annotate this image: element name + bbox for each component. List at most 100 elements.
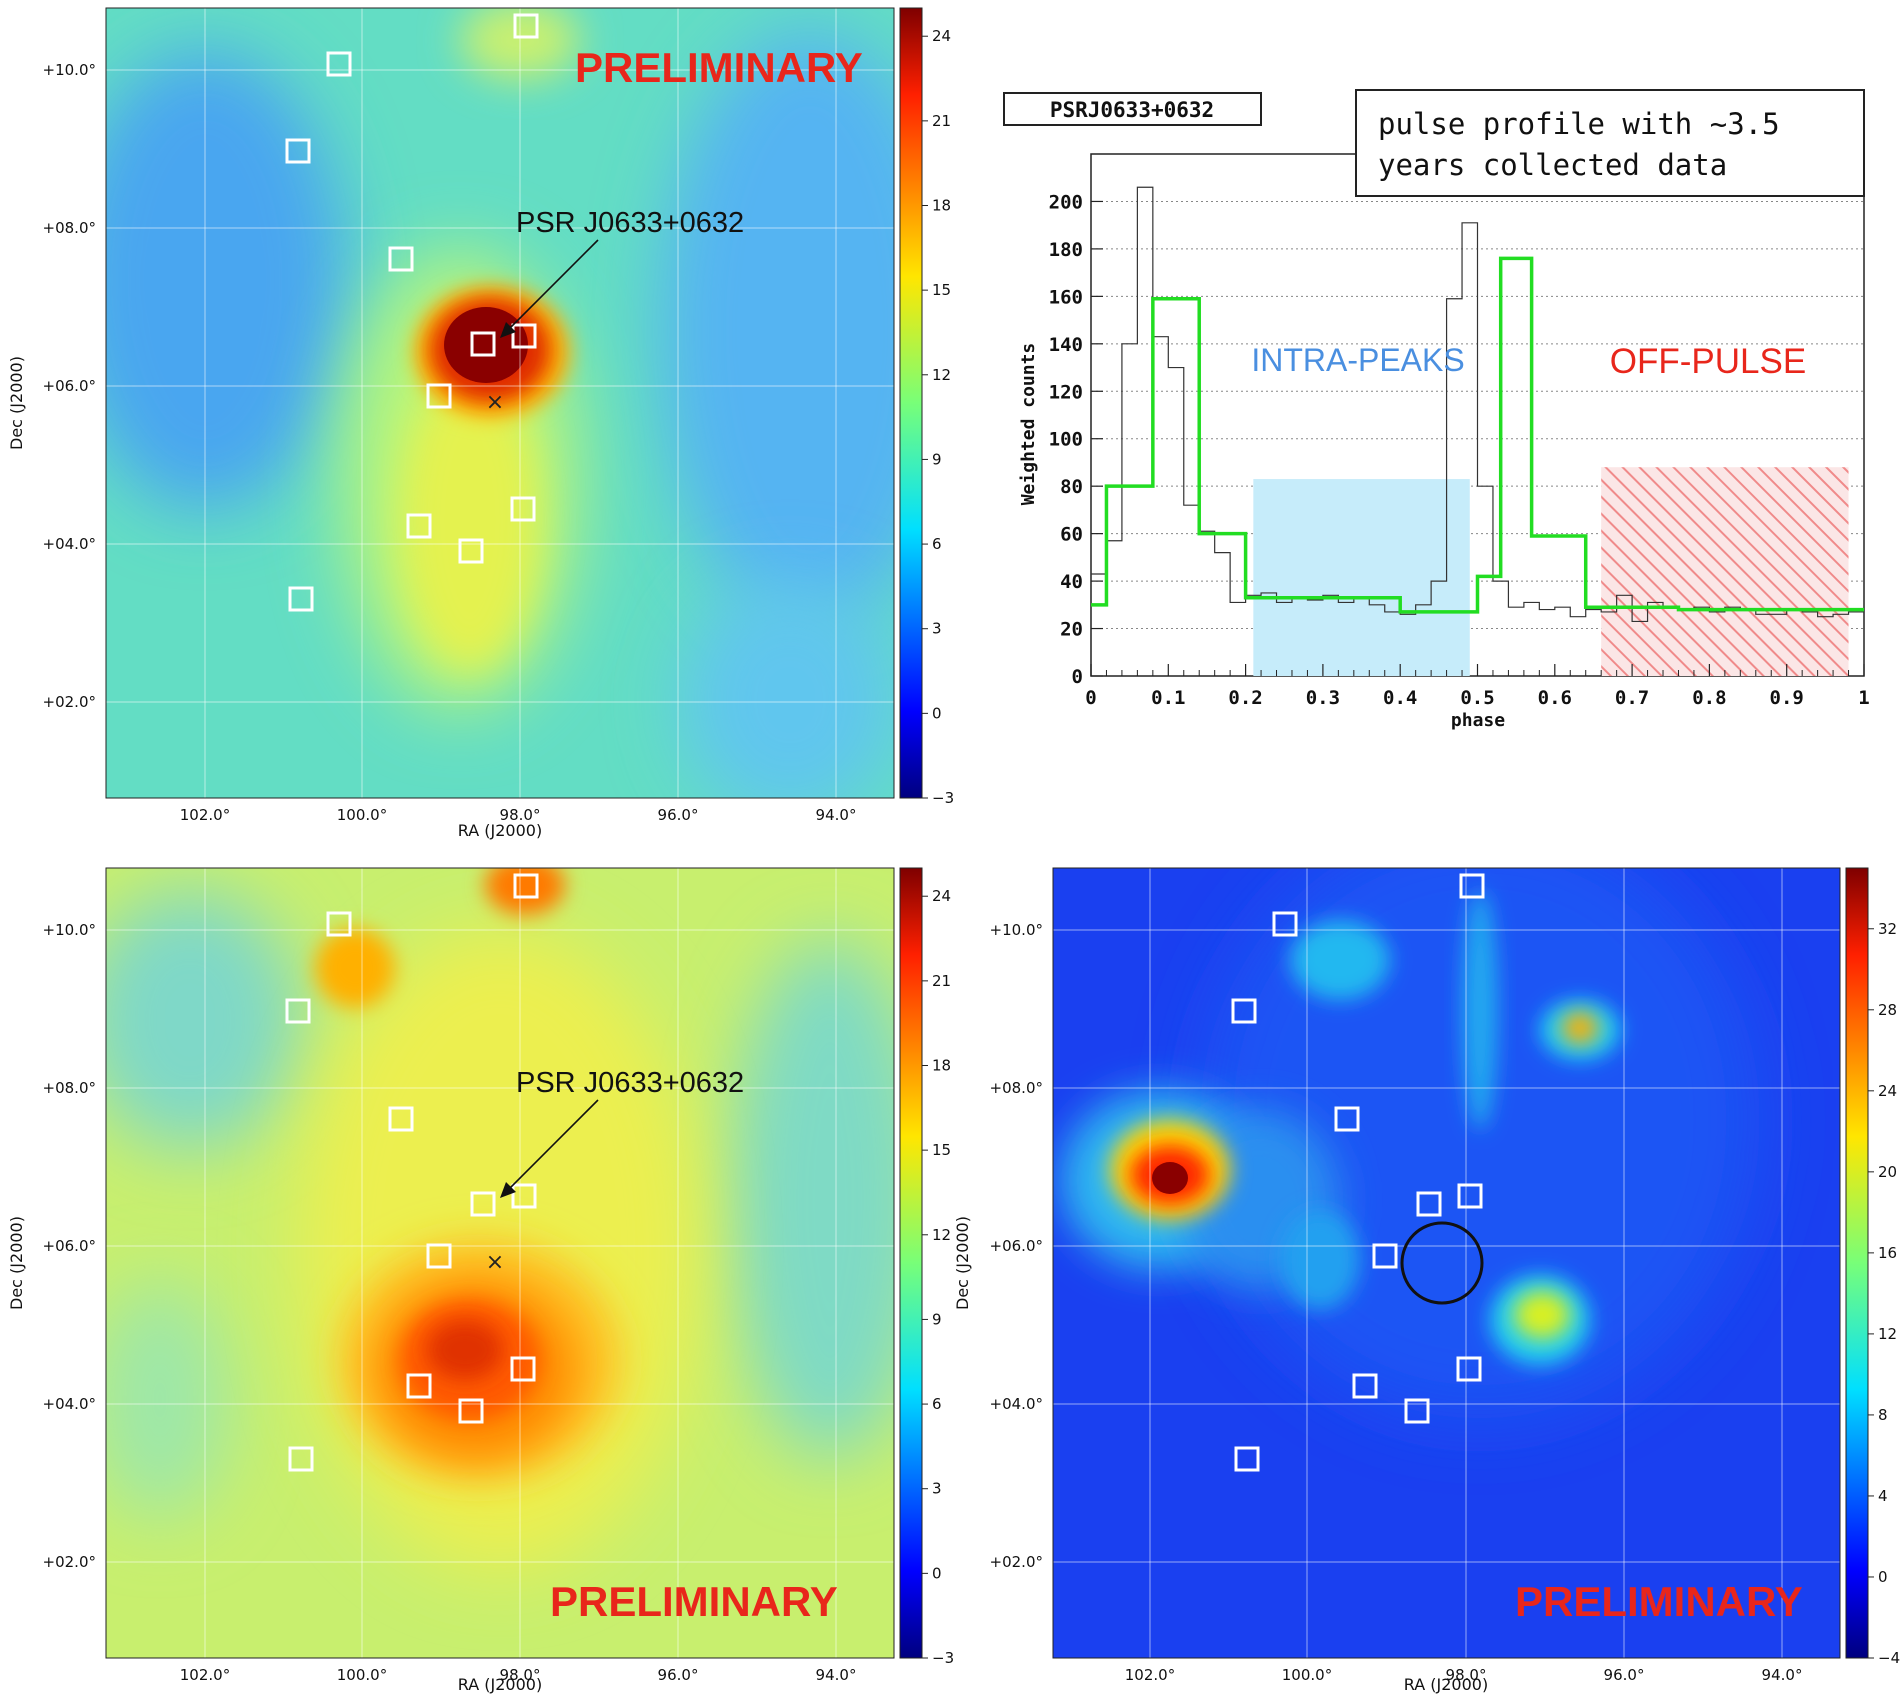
watermark: PRELIMINARY: [1515, 1578, 1803, 1625]
x-tick-labels: 102.0° 100.0° 98.0° 96.0° 94.0°: [180, 1666, 857, 1684]
colorbar-tick-label: 15: [932, 281, 951, 299]
colorbar-tick-label: 28: [1878, 1001, 1897, 1019]
x-axis-label: RA (J2000): [458, 1675, 542, 1694]
x-tick-label: 102.0°: [180, 1666, 230, 1684]
x-tick-labels: 102.0° 100.0° 98.0° 96.0° 94.0°: [180, 806, 857, 824]
x-tick-label: 100.0°: [337, 806, 387, 824]
colorbar-tick-label: 4: [1878, 1487, 1888, 1505]
y-tick-label: +08.0°: [43, 219, 96, 237]
map-bottom-right-grid: [1053, 868, 1840, 1658]
colorbar: [899, 7, 923, 799]
y-tick-label: 180: [1049, 239, 1083, 261]
y-tick-labels: +10.0° +08.0° +06.0° +04.0° +02.0°: [43, 61, 96, 711]
colorbar-tick-labels: 24211815129630−324211815129630−332282420…: [922, 27, 1900, 1667]
note-line-2: years collected data: [1378, 148, 1727, 182]
colorbar: [1845, 867, 1869, 1659]
watermark: PRELIMINARY: [550, 1578, 838, 1625]
x-tick-label: 0.7: [1615, 687, 1649, 709]
colorbar-tick-label: 16: [1878, 1244, 1897, 1262]
map-bottom-right: PRELIMINARY 102.0° 100.0° 98.0° 96.0° 94.0° …: [953, 867, 1869, 1694]
pulsar-label: PSR J0633+0632: [516, 207, 744, 239]
note-line-1: pulse profile with ~3.5: [1378, 107, 1780, 141]
cross-marker: ×: [486, 390, 504, 415]
y-tick-label: +04.0°: [43, 535, 96, 553]
x-tick-labels: 102.0° 100.0° 98.0° 96.0° 94.0°: [1125, 1666, 1803, 1684]
colorbar-tick-label: 21: [932, 972, 951, 990]
y-tick-label: 80: [1060, 476, 1083, 498]
x-axis-label: RA (J2000): [1404, 1675, 1488, 1694]
pulsar-name-box: [1003, 92, 1262, 126]
colorbar-tick-label: 21: [932, 112, 951, 130]
colorbar-tick-label: 20: [1878, 1163, 1897, 1181]
map-bottom-right-source-markers: [1231, 873, 1485, 1472]
intra-peaks-label: INTRA-PEAKS: [1251, 342, 1464, 378]
region-circle: [1400, 1221, 1484, 1305]
pulsar-label: PSR J0633+0632: [516, 1067, 744, 1099]
colorbar-tick-label: 0: [932, 704, 942, 722]
colorbar-tick-label: −3: [932, 789, 954, 807]
y-tick-label: +08.0°: [43, 1079, 96, 1097]
map-bottom-left-grid: [106, 868, 894, 1658]
x-tick-label: 94.0°: [816, 1666, 857, 1684]
colorbar-tick-label: 24: [932, 27, 951, 45]
colorbar-tick-label: 12: [932, 366, 951, 384]
x-tick-label: 100.0°: [337, 1666, 387, 1684]
x-tick-labels: 0 0.1 0.2 0.3 0.4 0.5 0.6 0.7 0.8 0.9 1: [1085, 664, 1870, 709]
colorbar: [899, 867, 923, 1659]
colorbar-tick-label: 32: [1878, 920, 1897, 938]
y-tick-label: +04.0°: [43, 1395, 96, 1413]
colorbar-tick-label: 8: [1878, 1406, 1888, 1424]
x-tick-label: 1: [1858, 687, 1869, 709]
colorbar-tick-label: 3: [932, 620, 942, 638]
y-tick-label: +08.0°: [990, 1079, 1043, 1097]
colorbar-tick-label: −3: [932, 1649, 954, 1667]
colorbar-tick-label: 15: [932, 1141, 951, 1159]
x-axis-label: RA (J2000): [458, 821, 542, 840]
y-tick-label: +02.0°: [43, 693, 96, 711]
x-tick-label: 0.3: [1306, 687, 1340, 709]
x-tick-label: 0.2: [1228, 687, 1262, 709]
y-tick-label: 0: [1072, 666, 1083, 688]
x-tick-label: 96.0°: [1604, 1666, 1645, 1684]
colorbar-tick-label: 6: [932, 1395, 942, 1413]
y-tick-label: +04.0°: [990, 1395, 1043, 1413]
colorbar-tick-label: 12: [932, 1226, 951, 1244]
y-tick-label: 160: [1049, 286, 1083, 308]
pulse-profile-plot: 0 0.1 0.2 0.3 0.4 0.5 0.6 0.7 0.8 0.9 1 0 20 40 60 80 1…: [1003, 89, 1870, 731]
y-axis-label: Dec (J2000): [7, 1216, 26, 1310]
y-tick-label: +06.0°: [43, 1237, 96, 1255]
cross-marker: ×: [486, 1250, 504, 1275]
phase-regions: [1253, 467, 1849, 676]
y-tick-labels: +10.0° +08.0° +06.0° +04.0° +02.0°: [990, 921, 1043, 1571]
y-axis-label: Weighted counts: [1018, 343, 1039, 506]
colorbar-tick-label: 9: [932, 1310, 942, 1328]
pulsar-arrow: [507, 239, 599, 331]
pulsar-arrow: [507, 1099, 599, 1191]
map-bottom-left: × PSR J0633+0632 PRELIMINARY 102.0° 100.0…: [7, 867, 923, 1694]
map-top-left-grid: [106, 8, 894, 798]
y-tick-label: +10.0°: [43, 921, 96, 939]
x-tick-label: 98.0°: [500, 806, 541, 824]
x-axis-label: phase: [1451, 710, 1505, 731]
x-tick-label: 0.9: [1770, 687, 1804, 709]
note-box: [1355, 89, 1865, 197]
profile-series: [1090, 186, 1864, 676]
colorbar-tick-label: −4: [1878, 1649, 1900, 1667]
y-axis-label: Dec (J2000): [953, 1216, 972, 1310]
off-pulse-region: [1601, 467, 1849, 676]
colorbar-tick-label: 0: [932, 1564, 942, 1582]
x-tick-label: 0: [1085, 687, 1096, 709]
y-tick-label: +02.0°: [43, 1553, 96, 1571]
colorbar-tick-label: 6: [932, 535, 942, 553]
pulsar-name: PSRJ0633+0632: [1050, 98, 1214, 122]
y-axis-label: Dec (J2000): [7, 356, 26, 450]
colorbar-tick-label: 12: [1878, 1325, 1897, 1343]
x-tick-label: 98.0°: [1446, 1666, 1487, 1684]
x-tick-label: 0.8: [1692, 687, 1726, 709]
y-tick-label: 20: [1060, 619, 1083, 641]
x-tick-label: 0.6: [1538, 687, 1572, 709]
off-pulse-label: OFF-PULSE: [1610, 342, 1806, 381]
y-tick-label: 120: [1049, 381, 1083, 403]
colorbar-tick-label: 3: [932, 1480, 942, 1498]
